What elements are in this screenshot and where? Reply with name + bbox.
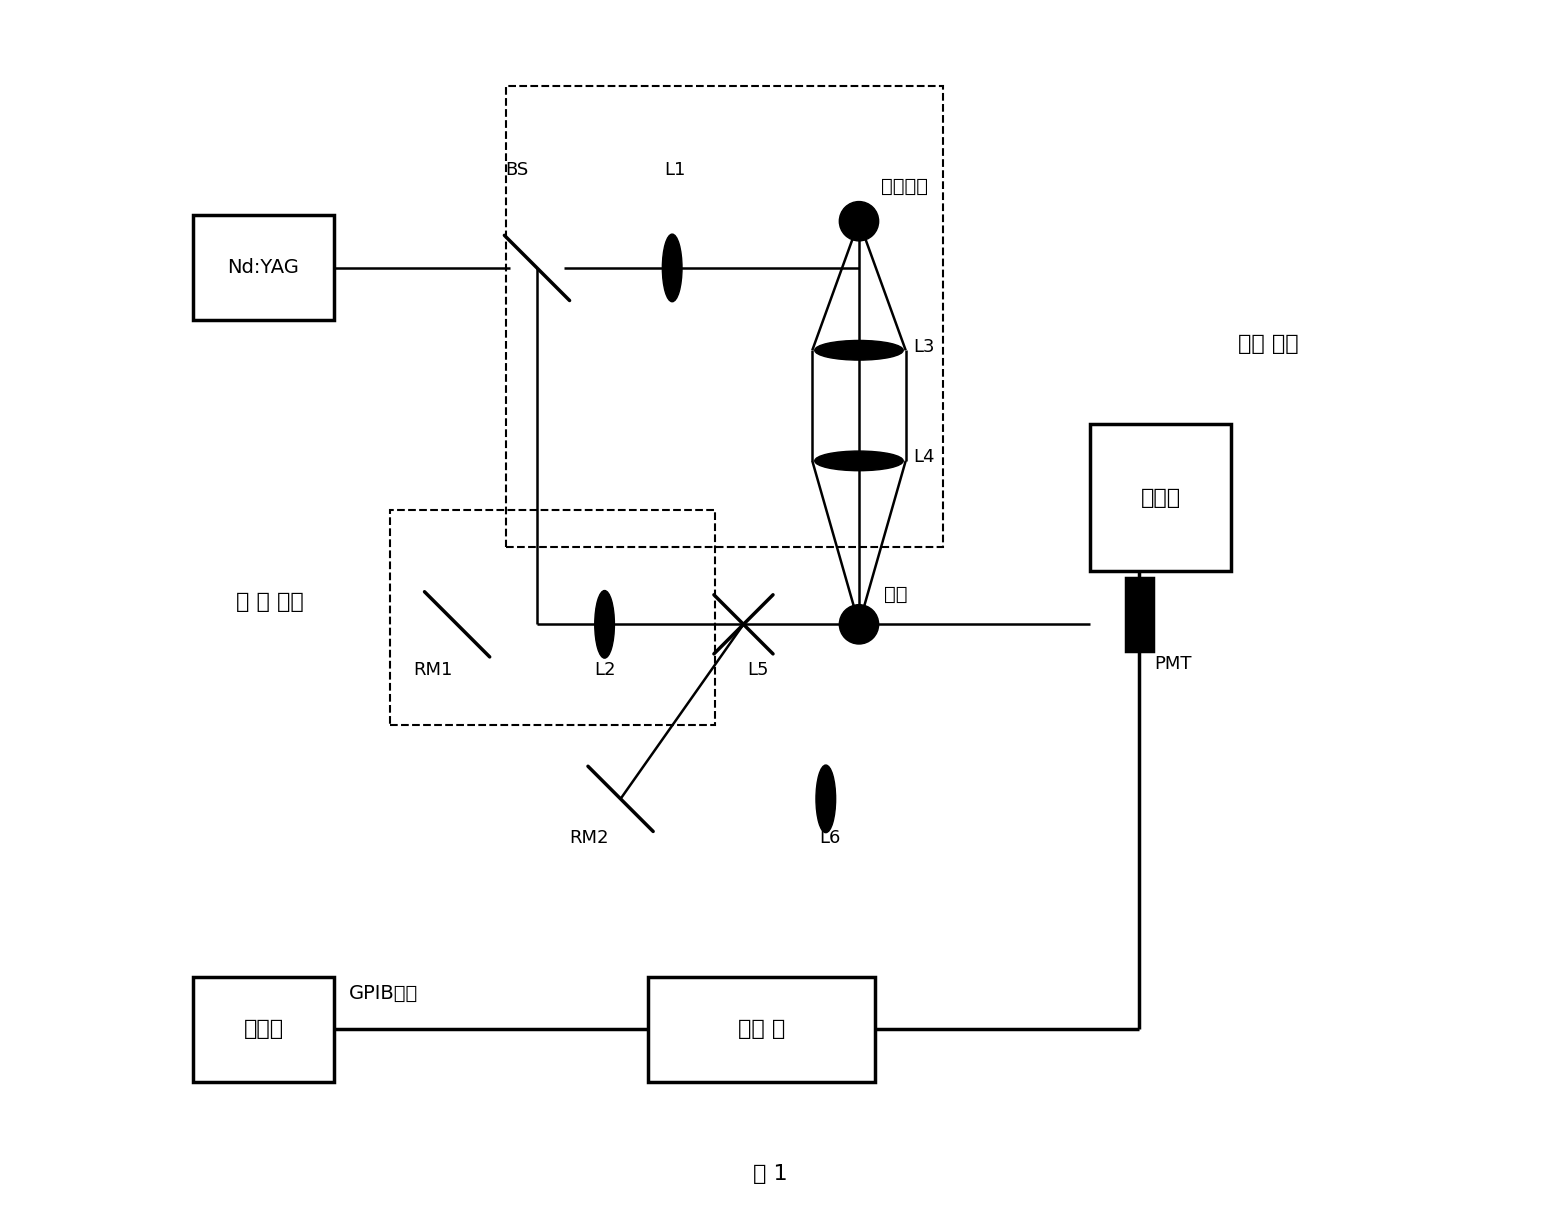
Text: 单色仪: 单色仪 [1140, 488, 1180, 508]
Text: L1: L1 [664, 161, 686, 178]
Text: 样品: 样品 [883, 585, 908, 605]
Text: L3: L3 [914, 338, 934, 355]
Text: Nd:YAG: Nd:YAG [228, 258, 299, 277]
Text: 图 1: 图 1 [754, 1164, 787, 1184]
Bar [1089, 424, 1231, 571]
Text: L6: L6 [818, 830, 840, 847]
Ellipse shape [663, 234, 683, 302]
Ellipse shape [817, 764, 835, 833]
Text: 示波 器: 示波 器 [738, 1019, 784, 1040]
Text: RM2: RM2 [569, 830, 609, 847]
Ellipse shape [815, 451, 903, 471]
Circle shape [840, 605, 878, 644]
Text: GPIB接口: GPIB接口 [348, 983, 418, 1003]
Ellipse shape [815, 340, 903, 360]
Text: 样 品 通道: 样 品 通道 [236, 592, 304, 612]
Text: PMT: PMT [1154, 655, 1191, 672]
Text: BS: BS [505, 161, 529, 178]
Ellipse shape [595, 591, 615, 659]
Text: 计算机: 计算机 [243, 1019, 284, 1040]
Text: 光源 通道: 光源 通道 [1237, 334, 1298, 354]
Text: L4: L4 [914, 449, 934, 466]
Bar [1125, 578, 1153, 651]
Bar [507, 86, 943, 547]
Text: RM1: RM1 [413, 661, 452, 678]
Circle shape [840, 202, 878, 241]
Bar [647, 977, 875, 1082]
Bar [193, 215, 334, 320]
Bar [193, 977, 334, 1082]
Bar [390, 510, 715, 725]
Text: 共振光源: 共振光源 [881, 177, 928, 197]
Text: L2: L2 [593, 661, 615, 678]
Text: L5: L5 [747, 661, 769, 678]
